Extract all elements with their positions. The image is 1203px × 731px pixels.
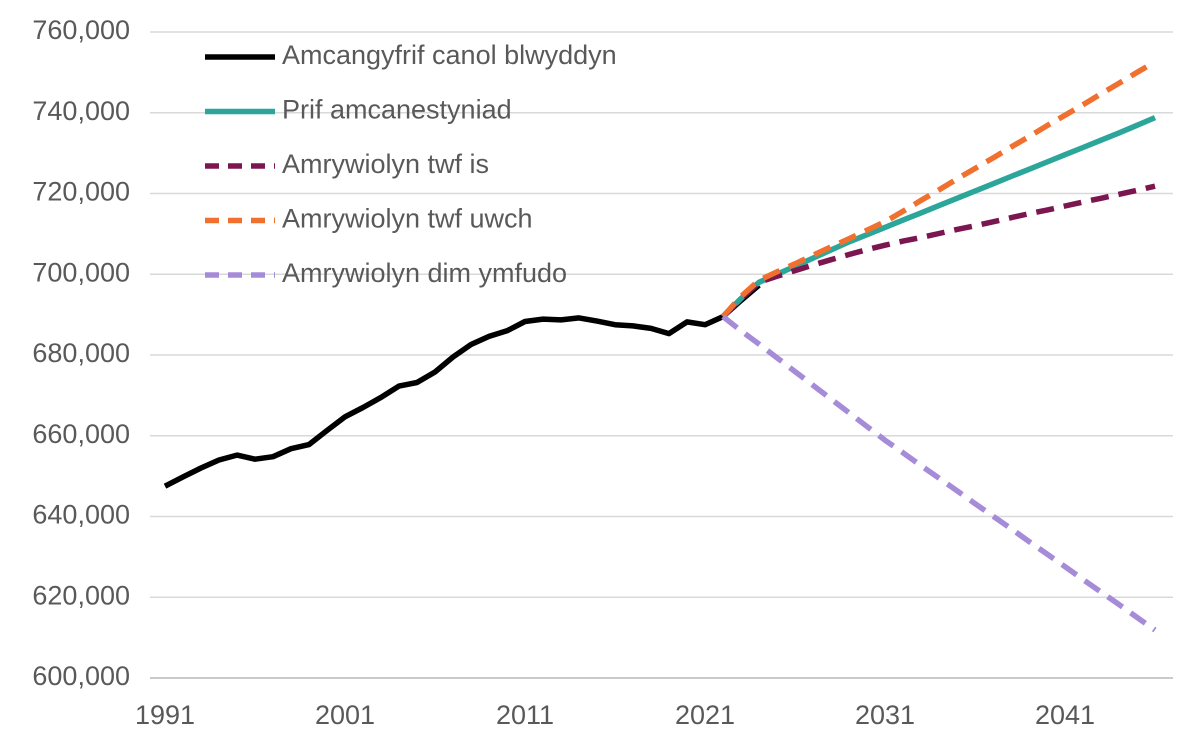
legend-label: Amrywiolyn dim ymfudo bbox=[282, 258, 567, 288]
y-tick-label: 700,000 bbox=[32, 257, 130, 287]
x-tick-label: 2021 bbox=[675, 700, 735, 730]
series-line bbox=[163, 283, 761, 489]
series-line bbox=[720, 59, 1157, 319]
x-tick-label: 1991 bbox=[135, 700, 195, 730]
series-line bbox=[721, 314, 1157, 633]
legend-label: Prif amcanestyniad bbox=[282, 95, 512, 125]
series-line bbox=[721, 183, 1156, 319]
y-tick-label: 600,000 bbox=[32, 661, 130, 691]
legend-label: Amcangyfrif canol blwyddyn bbox=[282, 40, 617, 70]
y-tick-label: 620,000 bbox=[32, 580, 130, 610]
y-tick-label: 680,000 bbox=[32, 338, 130, 368]
legend-label: Amrywiolyn twf is bbox=[282, 149, 489, 179]
x-tick-label: 2041 bbox=[1035, 700, 1095, 730]
y-tick-label: 720,000 bbox=[32, 177, 130, 207]
y-tick-label: 660,000 bbox=[32, 419, 130, 449]
x-tick-label: 2011 bbox=[496, 700, 554, 730]
legend-label: Amrywiolyn twf uwch bbox=[282, 204, 533, 234]
series-line bbox=[721, 115, 1157, 319]
x-tick-label: 2031 bbox=[855, 700, 915, 730]
x-tick-label: 2001 bbox=[315, 700, 375, 730]
y-tick-label: 740,000 bbox=[32, 96, 130, 126]
y-tick-label: 760,000 bbox=[32, 15, 130, 45]
y-tick-label: 640,000 bbox=[32, 500, 130, 530]
